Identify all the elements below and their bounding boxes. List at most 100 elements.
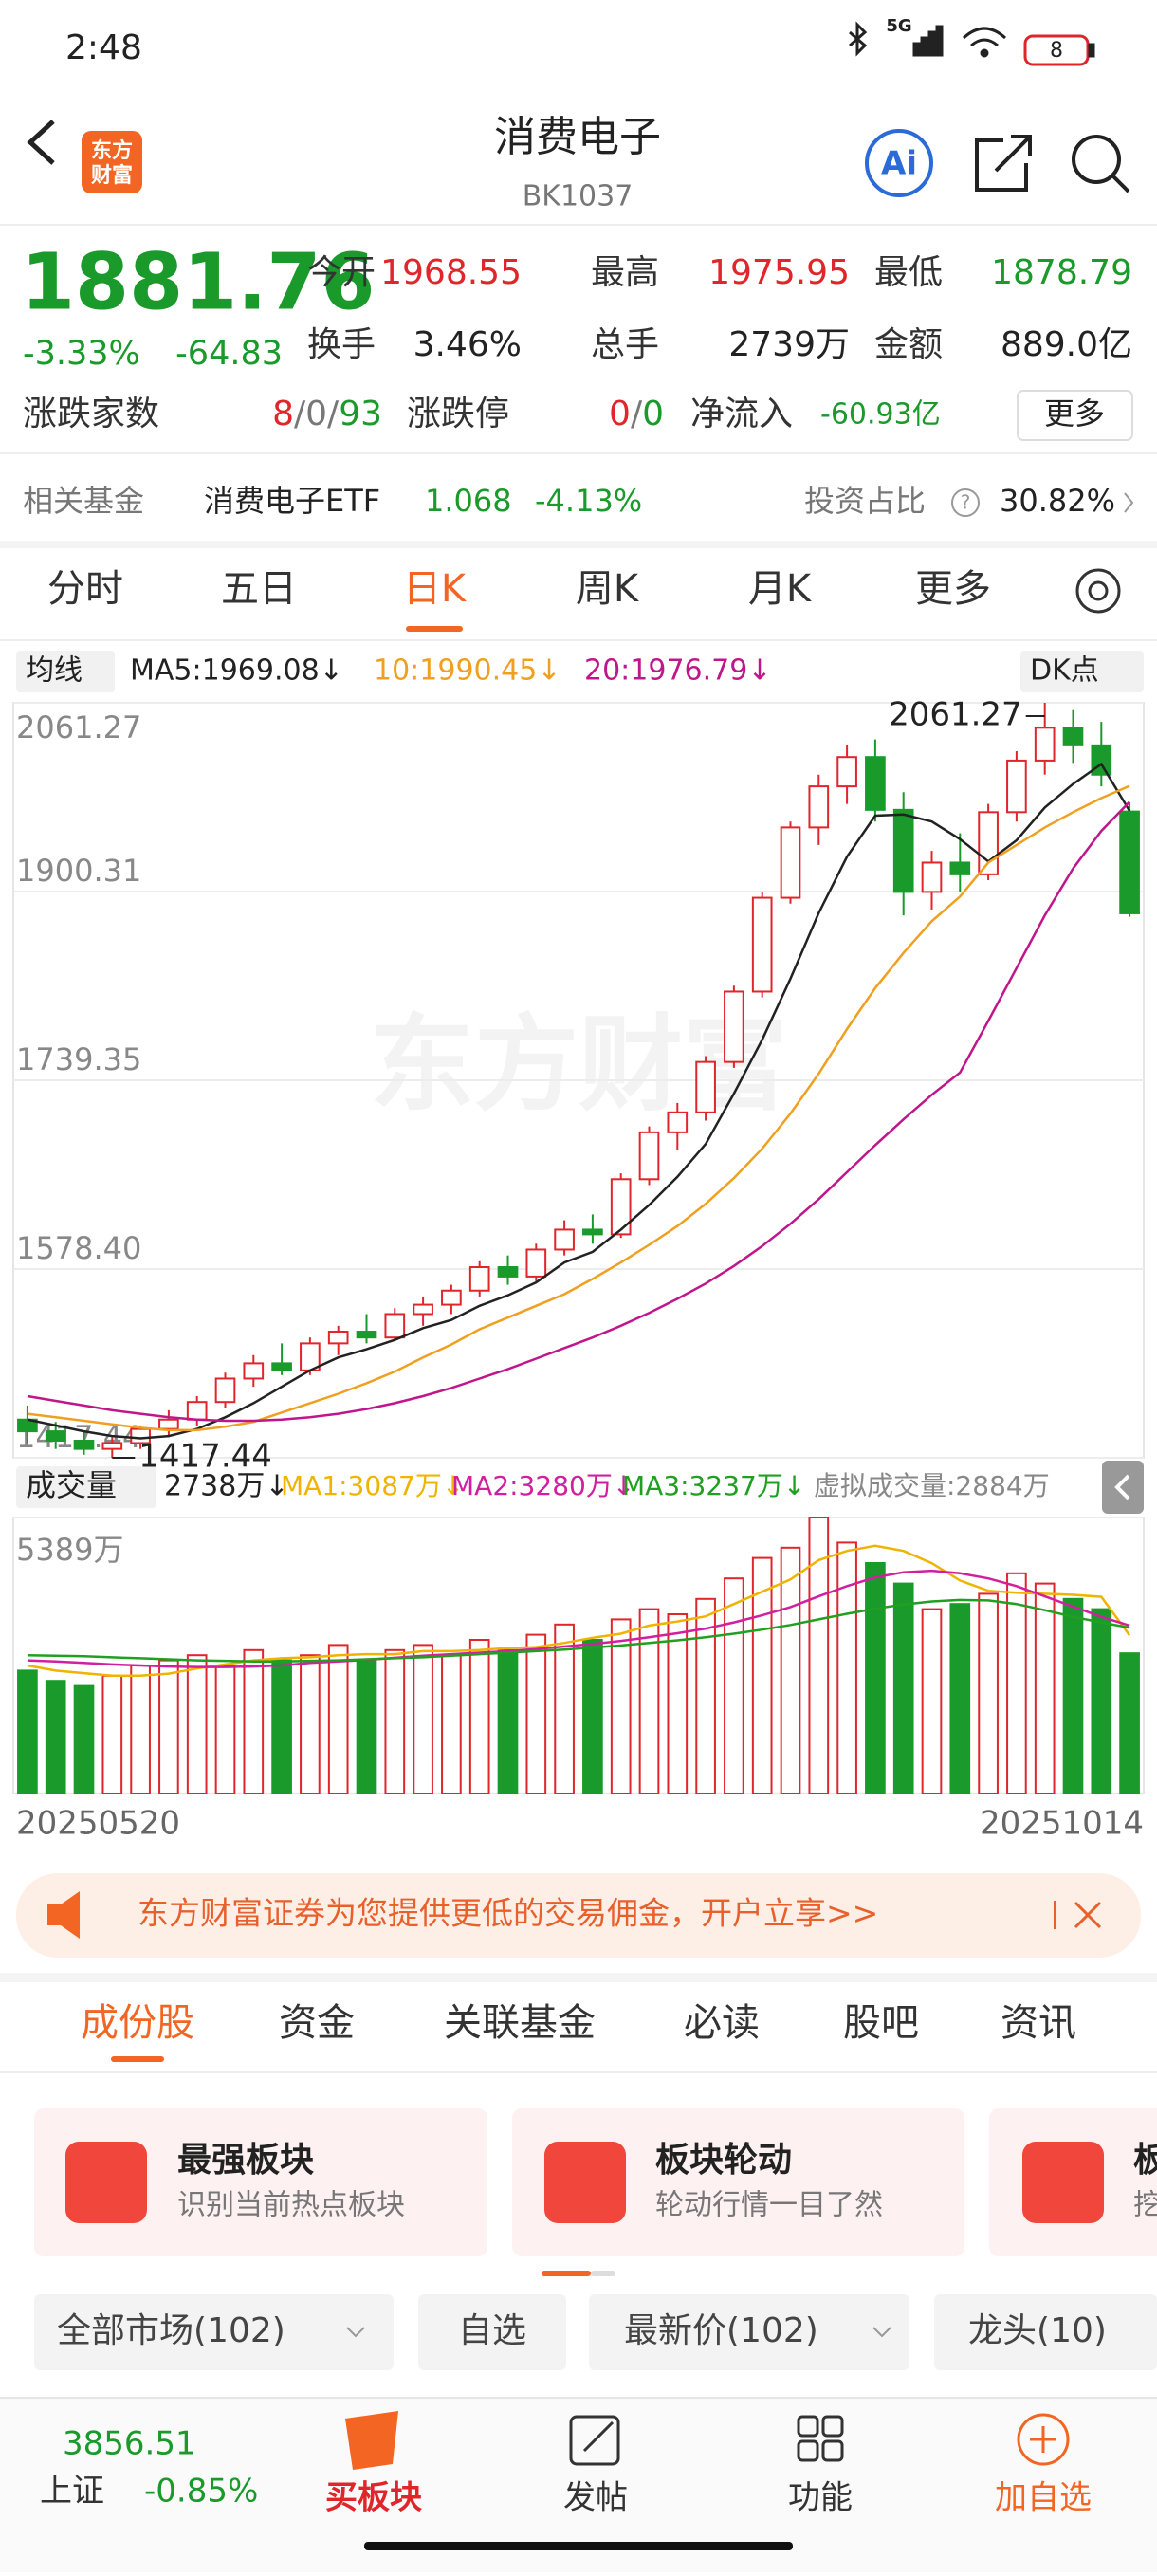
x-label: 20251014	[980, 1805, 1144, 1843]
section-tab[interactable]: 资讯	[1001, 2001, 1076, 2045]
filter[interactable]	[934, 2294, 1157, 2370]
status-icons	[849, 21, 1095, 66]
candle-body	[751, 896, 773, 993]
candle-body	[413, 1303, 433, 1316]
back-button[interactable]	[27, 120, 55, 165]
search-button[interactable]	[1072, 135, 1130, 193]
candle-body	[978, 811, 999, 875]
tab[interactable]: 月K	[748, 567, 813, 611]
tab[interactable]: 更多	[915, 567, 991, 611]
card[interactable]	[512, 2108, 964, 2256]
breadth-part: /	[327, 395, 340, 433]
field-label: 换手	[307, 325, 376, 364]
nav-icon[interactable]	[797, 2415, 844, 2462]
volume-bar	[865, 1562, 886, 1794]
card[interactable]	[34, 2108, 487, 2256]
breadth-value: 8/0/93	[272, 395, 382, 433]
nav-item[interactable]: 买板块	[325, 2479, 422, 2517]
section-tab[interactable]: 资金	[279, 2001, 355, 2045]
tab[interactable]: 周K	[576, 567, 640, 611]
tab[interactable]: 分时	[47, 567, 123, 611]
more-label[interactable]: 更多	[1044, 396, 1105, 432]
candle-body	[186, 1401, 208, 1421]
field-label: 涨跌家数	[23, 395, 159, 433]
volume-bar	[921, 1608, 943, 1794]
tab[interactable]: 五日	[221, 567, 297, 611]
nav-item[interactable]: 发帖	[563, 2479, 628, 2517]
banner-text[interactable]: 东方财富证券为您提供更低的交易佣金，开户立享>>	[138, 1895, 878, 1932]
volume-bar	[667, 1613, 689, 1795]
volume-bar	[300, 1654, 321, 1794]
legend-entry: 10:1990.45↓	[374, 654, 560, 688]
ma-button-label[interactable]: 均线	[26, 654, 83, 688]
section-tab[interactable]: 股吧	[843, 2001, 919, 2045]
legend-entry: MA2:3280万↓	[451, 1470, 634, 1501]
tab[interactable]: 日K	[403, 567, 468, 611]
nav-icon[interactable]	[569, 2415, 620, 2466]
candle-body	[1119, 810, 1140, 914]
field-label: 涨跌停	[407, 395, 509, 433]
field-label: 净流入	[690, 395, 793, 433]
filter-label[interactable]: 最新价(102)	[624, 2311, 818, 2350]
settings-button[interactable]	[1075, 568, 1121, 614]
code: BK1037	[523, 180, 634, 213]
section-tab[interactable]: 关联基金	[444, 2001, 596, 2045]
filter[interactable]	[589, 2294, 909, 2370]
network: 5G	[886, 16, 911, 36]
annotation: 1417.44	[138, 1438, 272, 1476]
banner[interactable]	[16, 1873, 1141, 1958]
volume-bar	[836, 1541, 857, 1794]
volume-button[interactable]	[16, 1466, 156, 1508]
volume-bar	[214, 1665, 236, 1795]
dk-button-label[interactable]: DK点	[1030, 654, 1099, 688]
section-tab[interactable]: 成份股	[81, 2001, 194, 2045]
fund-price: 1.068	[425, 483, 512, 519]
volume-bar	[327, 1644, 349, 1794]
card-title: 板块轮动	[655, 2141, 792, 2180]
candle-body	[356, 1331, 377, 1339]
filter[interactable]	[34, 2294, 394, 2370]
nav-icon[interactable]	[1017, 2413, 1070, 2466]
volume-bar	[384, 1648, 406, 1794]
help-icon[interactable]	[951, 488, 980, 517]
volume-bar	[497, 1648, 519, 1794]
collapse-button[interactable]	[1102, 1461, 1144, 1514]
volume-bar	[554, 1623, 575, 1795]
filter[interactable]	[418, 2294, 566, 2370]
nav-icon[interactable]	[345, 2411, 398, 2470]
volume-bar	[1006, 1572, 1027, 1795]
filter-label[interactable]: 全部市场(102)	[57, 2311, 285, 2350]
dk-button[interactable]	[1020, 651, 1144, 692]
volume-current: 2738万↓	[164, 1470, 288, 1503]
share-button[interactable]	[975, 135, 1032, 192]
ratio-value: 30.82%	[1000, 483, 1115, 519]
candle-body	[525, 1248, 547, 1278]
candle-body	[949, 861, 971, 875]
ma-line	[27, 800, 1130, 1423]
volume-bar	[186, 1654, 208, 1794]
volume-bar	[356, 1659, 377, 1795]
close-banner[interactable]	[1074, 1901, 1102, 1929]
nav-item[interactable]: 加自选	[995, 2479, 1092, 2517]
volume-bar	[582, 1639, 603, 1794]
volume-bar	[780, 1546, 801, 1794]
filter-label[interactable]: 龙头(10)	[968, 2311, 1107, 2350]
ai-button[interactable]	[865, 129, 933, 197]
filter-label[interactable]: 自选	[458, 2311, 526, 2350]
card-title: 板	[1133, 2141, 1157, 2180]
change: -64.83	[175, 335, 283, 373]
breadth-part: 0	[305, 395, 327, 433]
volume-bar	[45, 1680, 66, 1794]
card-subtitle: 挖	[1133, 2189, 1157, 2222]
nav-item[interactable]: 功能	[788, 2479, 853, 2517]
virtual-volume: 虚拟成交量:2884万	[814, 1470, 1050, 1501]
section-tab[interactable]: 必读	[684, 2001, 760, 2045]
more-button[interactable]	[1017, 390, 1133, 441]
limit-value: 0/0	[609, 395, 664, 433]
volume-title[interactable]: 成交量	[26, 1467, 117, 1503]
volume-bar	[808, 1517, 830, 1794]
scroll-track	[591, 2271, 615, 2276]
candle-body	[1062, 727, 1084, 746]
ma-button[interactable]	[16, 651, 115, 692]
